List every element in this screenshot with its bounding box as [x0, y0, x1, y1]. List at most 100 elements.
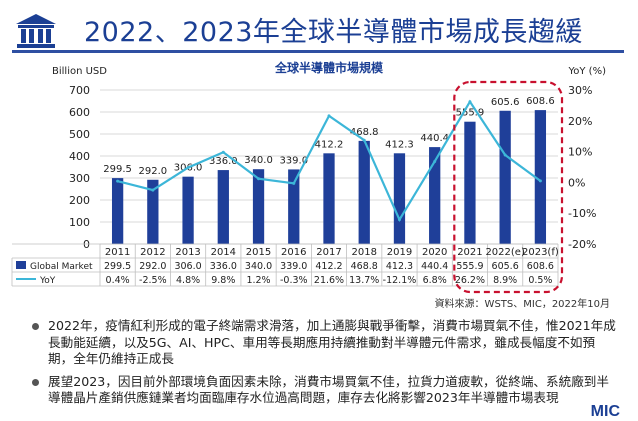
x-tick-label: 2013 [175, 247, 200, 258]
y-tick-label: 600 [69, 106, 90, 119]
yoy-point [503, 153, 507, 157]
source-note: 資料來源：WSTS、MIC，2022年10月 [434, 299, 610, 310]
x-tick-label: 2021 [457, 247, 482, 258]
market-chart: 全球半導體市場規模 Billion USD YoY (%) 0 100 200 300 400… [11, 60, 607, 294]
bar-value-label: 412.3 [385, 139, 414, 150]
bar [288, 169, 300, 244]
bar-value-label: 412.2 [315, 139, 344, 150]
bullet-text: 2022年，疫情紅利形成的電子終端需求滑落，加上通膨與戰爭衝擊，消費市場買氣不佳… [48, 318, 616, 366]
bar [182, 176, 194, 244]
bar [534, 110, 547, 244]
y-axis-title: Billion USD [52, 66, 107, 77]
bar-value-label: 336.0 [209, 156, 238, 167]
yoy-point [186, 166, 190, 170]
table-value: 440.4 [421, 261, 448, 272]
yoy-point [151, 188, 155, 192]
institution-logo [16, 14, 56, 48]
y-tick-label: 700 [69, 84, 90, 97]
table-value: 292.0 [139, 261, 166, 272]
yoy-point [292, 181, 296, 185]
slide-title: 2022、2023年全球半導體市場成長趨緩 [84, 17, 583, 48]
legend-label: YoY [39, 276, 56, 286]
y2-axis-title: YoY (%) [568, 66, 607, 77]
table-value: -12.1% [383, 275, 417, 286]
y2-tick-label: -10% [568, 207, 596, 220]
y-tick-label: 300 [69, 172, 90, 185]
bar [429, 147, 441, 244]
chart-title: 全球半導體市場規模 [274, 60, 384, 75]
y-tick-label: 400 [69, 150, 90, 163]
table-value: 412.3 [386, 261, 413, 272]
bar-value-label: 605.6 [491, 97, 520, 108]
bullet-text: 展望2023，因目前外部環境負面因素未除，消費市場買氣不佳，拉貨力道疲軟，從終端… [48, 373, 609, 406]
table-value: -0.3% [280, 275, 308, 286]
bar [217, 170, 229, 244]
bar [358, 140, 370, 244]
table-value: 6.8% [423, 275, 447, 286]
bullet-item: 展望2023，因目前外部環境負面因素未除，消費市場買氣不佳，拉貨力道疲軟，從終端… [26, 374, 616, 407]
table-value: 26.2% [455, 275, 485, 286]
table-value: 13.7% [349, 275, 379, 286]
table-value: 468.8 [351, 261, 378, 272]
table-value: 21.6% [314, 275, 344, 286]
y2-tick-label: -20% [568, 238, 596, 251]
y2-tick-label: 0% [568, 176, 585, 189]
bar [111, 178, 124, 244]
table-value: 306.0 [174, 261, 201, 272]
bar [464, 121, 476, 244]
table-value: 1.2% [246, 275, 270, 286]
table-value: 299.5 [104, 261, 131, 272]
table-value: 9.8% [211, 275, 235, 286]
bar-value-label: 555.9 [456, 108, 485, 119]
y2-tick-label: 20% [568, 115, 592, 128]
bar [499, 110, 511, 244]
x-tick-label: 2014 [211, 247, 236, 258]
x-tick-label: 2012 [140, 247, 165, 258]
x-tick-label: 2011 [105, 247, 130, 258]
mic-brand: MIC [590, 403, 620, 420]
table-value: 8.9% [493, 275, 517, 286]
yoy-point [327, 114, 331, 118]
table-value: 4.8% [176, 275, 200, 286]
x-tick-label: 2019 [387, 247, 412, 258]
bar-value-label: 340.0 [244, 155, 273, 166]
table-value: 340.0 [245, 261, 272, 272]
title-underline [12, 50, 624, 53]
yoy-point [221, 150, 225, 154]
table-value: 336.0 [210, 261, 237, 272]
bullet-item: 2022年，疫情紅利形成的電子終端需求滑落，加上通膨與戰爭衝擊，消費市場買氣不佳… [26, 318, 616, 368]
x-tick-label: 2023(f) [522, 247, 559, 258]
legend-swatch-bar [16, 261, 26, 269]
bar-value-label: 292.0 [139, 166, 168, 177]
bar [252, 169, 265, 244]
x-tick-label: 2015 [246, 247, 271, 258]
y-tick-label: 100 [69, 216, 90, 229]
bar [147, 179, 159, 244]
bullet-dot [32, 323, 39, 330]
table-value: -2.5% [139, 275, 167, 286]
yoy-point [116, 179, 120, 183]
bar [323, 153, 335, 244]
table-value: 608.6 [527, 261, 554, 272]
bullet-dot [32, 378, 39, 386]
bar-value-label: 468.8 [350, 127, 379, 138]
table-value: 0.4% [106, 275, 130, 286]
table-value: 412.2 [315, 261, 342, 272]
y-tick-label: 500 [69, 128, 90, 141]
table-value: 605.6 [492, 261, 519, 272]
table-value: 555.9 [456, 261, 483, 272]
yoy-point [433, 159, 437, 163]
bar-value-label: 339.0 [279, 155, 308, 166]
bullet-list: 2022年，疫情紅利形成的電子終端需求滑落，加上通膨與戰爭衝擊，消費市場買氣不佳… [26, 318, 616, 413]
x-tick-label: 2022(e) [485, 247, 525, 258]
y2-tick-label: 10% [568, 146, 592, 159]
table-value: 0.5% [528, 275, 552, 286]
y-tick-label: 200 [69, 194, 90, 207]
highlight-box [453, 80, 564, 294]
yoy-point [397, 218, 401, 222]
yoy-point [468, 100, 472, 104]
bar-value-label: 299.5 [103, 164, 132, 175]
y2-tick-label: 30% [568, 84, 592, 97]
x-tick-label: 2020 [422, 247, 447, 258]
